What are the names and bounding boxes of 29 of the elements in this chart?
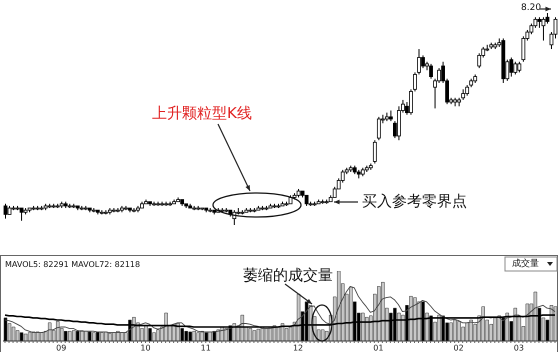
candlestick: [509, 57, 514, 78]
text: 成交量: [512, 259, 539, 270]
annotation: 8.20: [521, 3, 542, 14]
candlestick: [513, 61, 518, 75]
x-tick-label: 03: [514, 344, 524, 353]
candlestick: [517, 61, 522, 73]
annotation: 买入参考零界点: [362, 192, 467, 210]
candlestick: [20, 208, 24, 222]
candlestick: [542, 16, 546, 42]
candlestick: [376, 116, 381, 141]
candlestick: [372, 140, 377, 164]
x-tick-label: 10: [140, 344, 151, 353]
candlestick: [465, 84, 470, 96]
candlestick: [304, 194, 308, 206]
x-tick-label: 09: [56, 344, 66, 353]
candlestick: [538, 16, 542, 28]
annotation: 上升颗粒型K线: [152, 104, 252, 122]
candlestick: [4, 203, 8, 220]
candlestick: [421, 54, 425, 69]
candlestick: [388, 110, 393, 122]
candlestick: [429, 63, 433, 80]
x-tick-label: 12: [292, 344, 304, 353]
x-tick-label: 02: [454, 344, 464, 353]
x-tick-label: 11: [200, 344, 211, 353]
candlestick: [461, 88, 466, 100]
annotation: 萎缩的成交量: [243, 266, 333, 284]
bar: [320, 330, 324, 341]
x-tick-label: 01: [373, 344, 384, 353]
text: MAVOL5: 82291 MAVOL72: 82118: [5, 260, 140, 270]
